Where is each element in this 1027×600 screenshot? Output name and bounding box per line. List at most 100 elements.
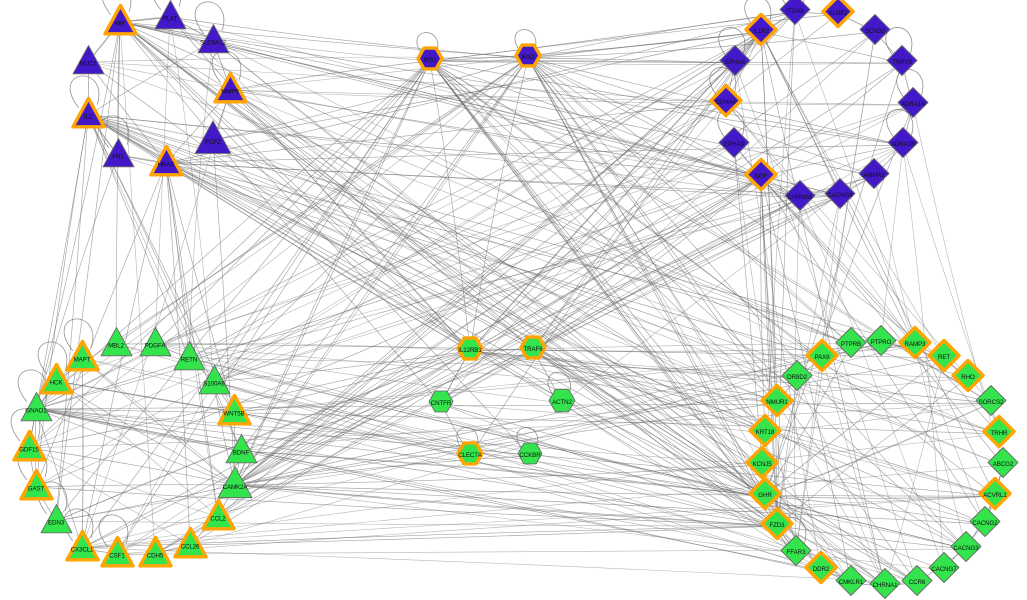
graph-node-fn1[interactable]: FN1 — [99, 136, 138, 175]
diamond-shape-icon — [885, 125, 921, 166]
triangle-shape-icon — [101, 0, 140, 44]
diamond-shape-icon — [833, 563, 869, 600]
diamond-shape-icon — [778, 533, 814, 574]
graph-node-cacng8[interactable]: CACNG8 — [822, 178, 858, 214]
diamond-shape-icon — [747, 413, 783, 454]
triangle-shape-icon — [17, 387, 56, 431]
graph-node-mif[interactable]: MIF — [101, 3, 140, 42]
graph-node-clec7a[interactable]: CLEC7A — [455, 441, 485, 471]
diamond-shape-icon — [950, 358, 986, 399]
diamond-shape-icon — [967, 504, 1003, 545]
diamond-shape-icon — [743, 157, 779, 198]
diamond-shape-icon — [884, 43, 920, 84]
triangle-shape-icon — [195, 360, 234, 404]
graph-node-traf6[interactable]: TRAF6 — [518, 335, 548, 365]
diamond-shape-icon — [777, 0, 813, 33]
graph-node-ccl26[interactable]: CCL26 — [171, 526, 210, 565]
hexagon-shape-icon — [515, 439, 545, 474]
triangle-shape-icon — [191, 116, 235, 165]
graph-node-plat[interactable]: PLAT — [151, 0, 190, 37]
triangle-shape-icon — [199, 495, 238, 539]
graph-node-epha5[interactable]: EPHA5 — [717, 45, 753, 81]
graph-node-hras[interactable]: HRAS — [147, 144, 186, 183]
graph-node-ptpro[interactable]: PTPRO — [863, 325, 899, 361]
hexagon-shape-icon — [546, 385, 578, 422]
diamond-shape-icon — [973, 383, 1009, 424]
diamond-shape-icon — [856, 156, 892, 197]
triangle-shape-icon — [69, 40, 108, 84]
diamond-shape-icon — [985, 445, 1021, 486]
triangle-shape-icon — [63, 526, 102, 570]
graph-node-slc6a12[interactable]: SLC6A12 — [194, 22, 233, 61]
diamond-shape-icon — [759, 383, 795, 424]
diamond-shape-icon — [717, 43, 753, 84]
triangle-shape-icon — [99, 133, 138, 177]
diamond-shape-icon — [897, 325, 933, 366]
diamond-shape-icon — [833, 325, 869, 366]
graph-node-cckbr[interactable]: CCKBR — [515, 441, 545, 471]
triangle-shape-icon — [10, 426, 49, 470]
graph-node-gdf15[interactable]: GDF15 — [10, 429, 49, 468]
graph-node-cntfr[interactable]: CNTFR — [426, 389, 456, 419]
triangle-shape-icon — [37, 499, 76, 543]
triangle-shape-icon — [98, 532, 137, 576]
diamond-shape-icon — [822, 176, 858, 217]
diamond-shape-icon — [926, 338, 962, 379]
hexagon-shape-icon — [455, 334, 485, 369]
triangle-shape-icon — [17, 465, 56, 509]
graph-node-chrna1[interactable]: CHRNA1 — [867, 568, 903, 600]
graph-node-ngf[interactable]: NGF — [743, 157, 779, 198]
graph-node-klrf2[interactable]: KLRF2 — [820, 0, 856, 32]
graph-node-amhr2[interactable]: AMHR2 — [856, 158, 892, 194]
triangle-shape-icon — [215, 390, 254, 434]
graph-node-wnt5b[interactable]: WNT5B — [215, 393, 254, 432]
graph-node-epha4[interactable]: EPHA4 — [708, 83, 744, 124]
diamond-shape-icon — [926, 550, 962, 591]
triangle-shape-icon — [151, 0, 190, 39]
graph-node-il2[interactable]: IL2 — [69, 96, 108, 135]
graph-node-adra1a[interactable]: ADRA1A — [895, 87, 931, 123]
triangle-shape-icon — [136, 532, 175, 576]
graph-node-trpv3[interactable]: TRPV3 — [884, 45, 920, 81]
triangle-shape-icon — [37, 359, 76, 403]
graph-node-mmp9[interactable]: MMP9 — [211, 71, 250, 110]
graph-node-irs1[interactable]: IRS1 — [415, 46, 445, 76]
triangle-shape-icon — [136, 322, 175, 366]
diamond-shape-icon — [899, 563, 935, 600]
graph-node-ccr6[interactable]: CCR6 — [899, 565, 935, 600]
graph-node-chrna5[interactable]: CHRNA5 — [782, 180, 818, 216]
graph-node-itga8[interactable]: ITGA8 — [777, 0, 813, 30]
diamond-shape-icon — [803, 550, 839, 591]
graph-node-cdh5[interactable]: CDH5 — [136, 535, 175, 574]
hexagon-shape-icon — [518, 333, 548, 368]
graph-node-gnao1[interactable]: GNAO1 — [17, 390, 56, 429]
diamond-shape-icon — [744, 445, 780, 486]
graph-node-mbl2[interactable]: MBL2 — [97, 325, 136, 364]
diamond-shape-icon — [708, 83, 744, 124]
hexagon-shape-icon — [426, 387, 456, 422]
graph-node-cx3cl1[interactable]: CX3CL1 — [63, 529, 102, 568]
graph-node-irs2[interactable]: IRS2 — [513, 43, 543, 73]
graph-node-fgf2[interactable]: FGF2 — [191, 118, 235, 162]
diamond-shape-icon — [804, 338, 840, 379]
graph-node-actn2[interactable]: ACTN2 — [546, 387, 578, 419]
graph-node-cmklr1[interactable]: CMKLR1 — [833, 565, 869, 600]
triangle-shape-icon — [170, 336, 209, 380]
triangle-shape-icon — [222, 429, 261, 473]
triangle-shape-icon — [194, 19, 233, 63]
diamond-shape-icon — [948, 529, 984, 570]
triangle-shape-icon — [171, 523, 210, 567]
hexagon-shape-icon — [455, 439, 485, 474]
diamond-shape-icon — [981, 414, 1017, 455]
diamond-shape-icon — [857, 12, 893, 53]
graph-node-csf1[interactable]: CSF1 — [98, 535, 137, 574]
triangle-shape-icon — [69, 93, 108, 137]
diamond-shape-icon — [820, 0, 856, 35]
diamond-shape-icon — [782, 178, 818, 219]
graph-node-il12rb1[interactable]: IL12RB1 — [455, 336, 485, 366]
graph-node-muc1[interactable]: MUC1 — [69, 43, 108, 82]
triangle-shape-icon — [211, 68, 250, 112]
